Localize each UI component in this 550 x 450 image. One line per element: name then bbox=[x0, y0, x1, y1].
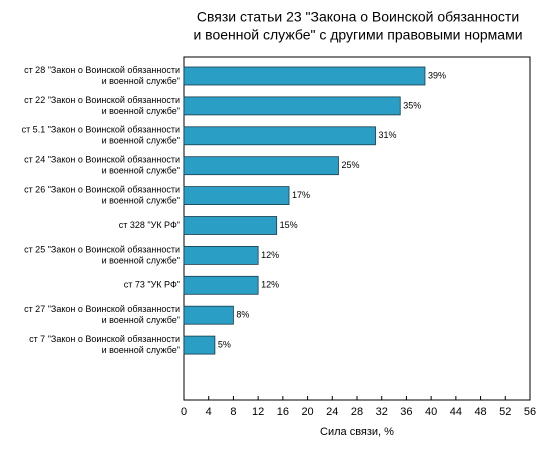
x-tick-label: 0 bbox=[181, 406, 187, 418]
y-tick-label: и военной службе" bbox=[102, 195, 180, 205]
bar bbox=[183, 245, 259, 265]
x-tick-label: 20 bbox=[301, 406, 313, 418]
y-tick-label: ст 28 "Закон о Воинской обязанности bbox=[24, 65, 180, 75]
x-tick-label: 12 bbox=[252, 406, 264, 418]
y-tick-label: и военной службе" bbox=[102, 106, 180, 116]
x-tick-label: 36 bbox=[400, 406, 412, 418]
value-label: 39% bbox=[428, 70, 446, 80]
value-label: 17% bbox=[292, 190, 310, 200]
value-label: 15% bbox=[280, 220, 298, 230]
x-tick-label: 52 bbox=[499, 406, 511, 418]
y-tick-label: и военной службе" bbox=[102, 76, 180, 86]
value-label: 12% bbox=[261, 250, 279, 260]
y-tick-label: ст 26 "Закон о Воинской обязанности bbox=[24, 184, 180, 194]
x-tick-label: 56 bbox=[524, 406, 536, 418]
y-tick-label: и военной службе" bbox=[102, 345, 180, 355]
chart-title: и военной службе" с другими правовыми но… bbox=[193, 27, 522, 43]
bar bbox=[183, 126, 376, 146]
bar bbox=[183, 186, 290, 206]
y-tick-label: и военной службе" bbox=[102, 255, 180, 265]
x-tick-label: 44 bbox=[450, 406, 462, 418]
bar bbox=[183, 156, 339, 176]
y-tick-label: ст 22 "Закон о Воинской обязанности bbox=[24, 95, 180, 105]
value-label: 5% bbox=[218, 339, 231, 349]
x-tick-label: 16 bbox=[277, 406, 289, 418]
y-tick-label: ст 328 "УК РФ" bbox=[119, 220, 180, 230]
value-label: 31% bbox=[379, 130, 397, 140]
x-tick-label: 8 bbox=[230, 406, 236, 418]
value-label: 12% bbox=[261, 280, 279, 290]
x-tick-label: 48 bbox=[474, 406, 486, 418]
x-tick-label: 28 bbox=[351, 406, 363, 418]
y-tick-label: и военной службе" bbox=[102, 136, 180, 146]
y-tick-label: ст 7 "Закон о Воинской обязанности bbox=[29, 334, 180, 344]
y-tick-label: и военной службе" bbox=[102, 315, 180, 325]
y-tick-label: ст 25 "Закон о Воинской обязанности bbox=[24, 244, 180, 254]
value-label: 25% bbox=[341, 160, 359, 170]
x-tick-label: 32 bbox=[376, 406, 388, 418]
bar bbox=[183, 305, 234, 325]
value-label: 35% bbox=[403, 100, 421, 110]
y-tick-label: и военной службе" bbox=[102, 166, 180, 176]
x-axis-label: Сила связи, % bbox=[320, 426, 394, 438]
y-tick-label: ст 24 "Закон о Воинской обязанности bbox=[24, 155, 180, 165]
y-tick-label: ст 73 "УК РФ" bbox=[124, 280, 180, 290]
x-tick-label: 24 bbox=[326, 406, 338, 418]
chart-title: Связи статьи 23 "Закона о Воинской обяза… bbox=[197, 9, 519, 25]
x-tick-label: 40 bbox=[425, 406, 437, 418]
value-label: 8% bbox=[236, 310, 249, 320]
bar bbox=[183, 66, 426, 86]
bar bbox=[183, 96, 401, 116]
y-tick-label: ст 27 "Закон о Воинской обязанности bbox=[24, 304, 180, 314]
bar bbox=[183, 335, 216, 355]
bar bbox=[183, 275, 259, 295]
x-tick-label: 4 bbox=[206, 406, 212, 418]
bar bbox=[183, 216, 278, 235]
y-tick-label: ст 5.1 "Закон о Воинской обязанности bbox=[22, 125, 180, 135]
